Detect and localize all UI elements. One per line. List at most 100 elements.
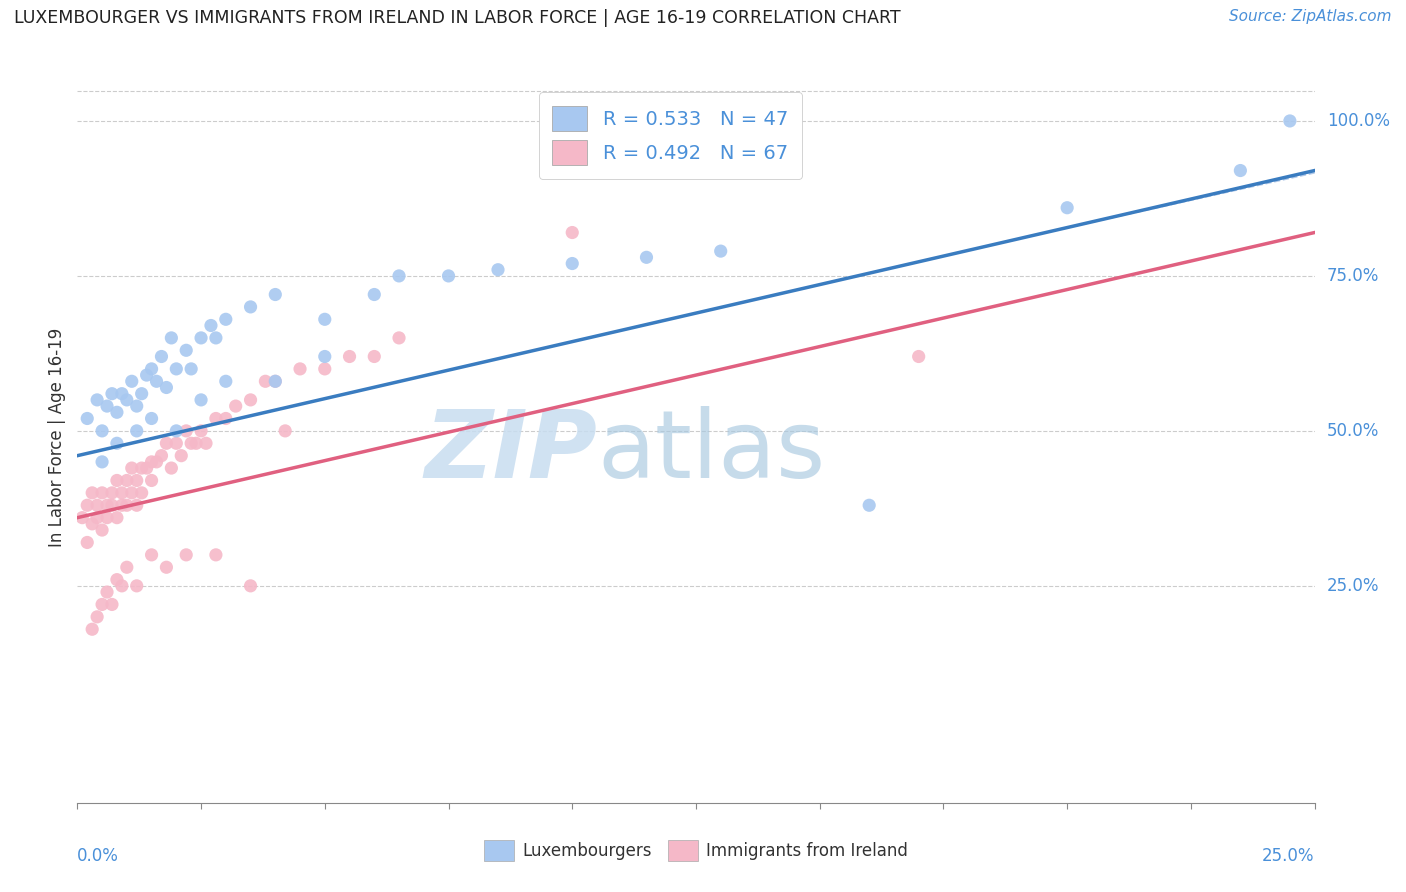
Legend: Luxembourgers, Immigrants from Ireland: Luxembourgers, Immigrants from Ireland (477, 833, 915, 868)
Text: ZIP: ZIP (425, 406, 598, 498)
Text: 0.0%: 0.0% (77, 847, 120, 864)
Point (82, 516, 104, 531)
Point (200, 318, 222, 333)
Point (125, 424, 148, 438)
Point (131, 386, 153, 401)
Point (239, 579, 262, 593)
Point (121, 374, 143, 388)
Point (215, 374, 238, 388)
Point (82, 622, 104, 636)
Text: 75.0%: 75.0% (1327, 267, 1379, 285)
Text: atlas: atlas (598, 406, 825, 498)
Point (314, 350, 336, 364)
Point (363, 287, 385, 301)
Point (96, 399, 118, 413)
Point (1056, 201, 1078, 215)
Point (101, 498, 124, 512)
Point (135, 368, 157, 383)
Point (561, 226, 583, 240)
Point (239, 392, 262, 407)
Point (125, 474, 148, 488)
Point (91, 523, 114, 537)
Point (388, 268, 411, 283)
Point (111, 498, 134, 512)
Point (710, 244, 733, 259)
Text: LUXEMBOURGER VS IMMIGRANTS FROM IRELAND IN LABOR FORCE | AGE 16-19 CORRELATION C: LUXEMBOURGER VS IMMIGRANTS FROM IRELAND … (14, 9, 901, 27)
Point (96, 498, 118, 512)
Point (165, 362, 187, 376)
Point (131, 486, 153, 500)
Point (205, 548, 228, 562)
Point (239, 300, 262, 314)
Point (205, 411, 228, 425)
Point (115, 560, 138, 574)
Point (101, 386, 124, 401)
Point (105, 573, 128, 587)
Point (314, 312, 336, 326)
Point (96, 510, 118, 524)
Point (160, 331, 183, 345)
Point (125, 579, 148, 593)
Point (101, 598, 124, 612)
Point (141, 455, 163, 469)
Text: 25.0%: 25.0% (1263, 847, 1315, 864)
Point (288, 362, 311, 376)
Point (195, 436, 218, 450)
Point (86, 510, 108, 524)
Point (115, 474, 138, 488)
Point (125, 399, 148, 413)
Point (264, 374, 287, 388)
Point (388, 331, 411, 345)
Point (174, 548, 197, 562)
Point (105, 436, 128, 450)
Text: Source: ZipAtlas.com: Source: ZipAtlas.com (1229, 9, 1392, 24)
Point (486, 262, 509, 277)
Point (141, 411, 163, 425)
Point (76, 498, 98, 512)
Point (91, 598, 114, 612)
Point (115, 392, 138, 407)
Point (174, 343, 197, 358)
Text: 25.0%: 25.0% (1327, 577, 1379, 595)
Point (165, 424, 187, 438)
Point (141, 548, 163, 562)
Point (76, 411, 98, 425)
Point (105, 474, 128, 488)
Point (274, 424, 297, 438)
Point (155, 436, 177, 450)
Point (190, 331, 212, 345)
Point (170, 449, 193, 463)
Point (180, 362, 202, 376)
Point (561, 256, 583, 270)
Point (215, 312, 238, 326)
Point (174, 424, 197, 438)
Point (141, 362, 163, 376)
Point (135, 461, 157, 475)
Point (190, 392, 212, 407)
Point (82, 486, 104, 500)
Point (86, 498, 108, 512)
Point (121, 461, 143, 475)
Point (264, 374, 287, 388)
Point (72, 510, 94, 524)
Point (155, 380, 177, 394)
Text: 50.0%: 50.0% (1327, 422, 1379, 440)
Point (145, 374, 167, 388)
Text: 100.0%: 100.0% (1327, 112, 1391, 130)
Y-axis label: In Labor Force | Age 16-19: In Labor Force | Age 16-19 (48, 327, 66, 547)
Point (636, 250, 658, 264)
Point (254, 374, 277, 388)
Point (91, 455, 114, 469)
Point (437, 268, 460, 283)
Point (121, 486, 143, 500)
Point (91, 424, 114, 438)
Point (190, 424, 212, 438)
Point (160, 461, 183, 475)
Point (96, 585, 118, 599)
Point (125, 498, 148, 512)
Point (86, 610, 108, 624)
Point (91, 486, 114, 500)
Point (141, 474, 163, 488)
Point (225, 399, 247, 413)
Point (314, 362, 336, 376)
